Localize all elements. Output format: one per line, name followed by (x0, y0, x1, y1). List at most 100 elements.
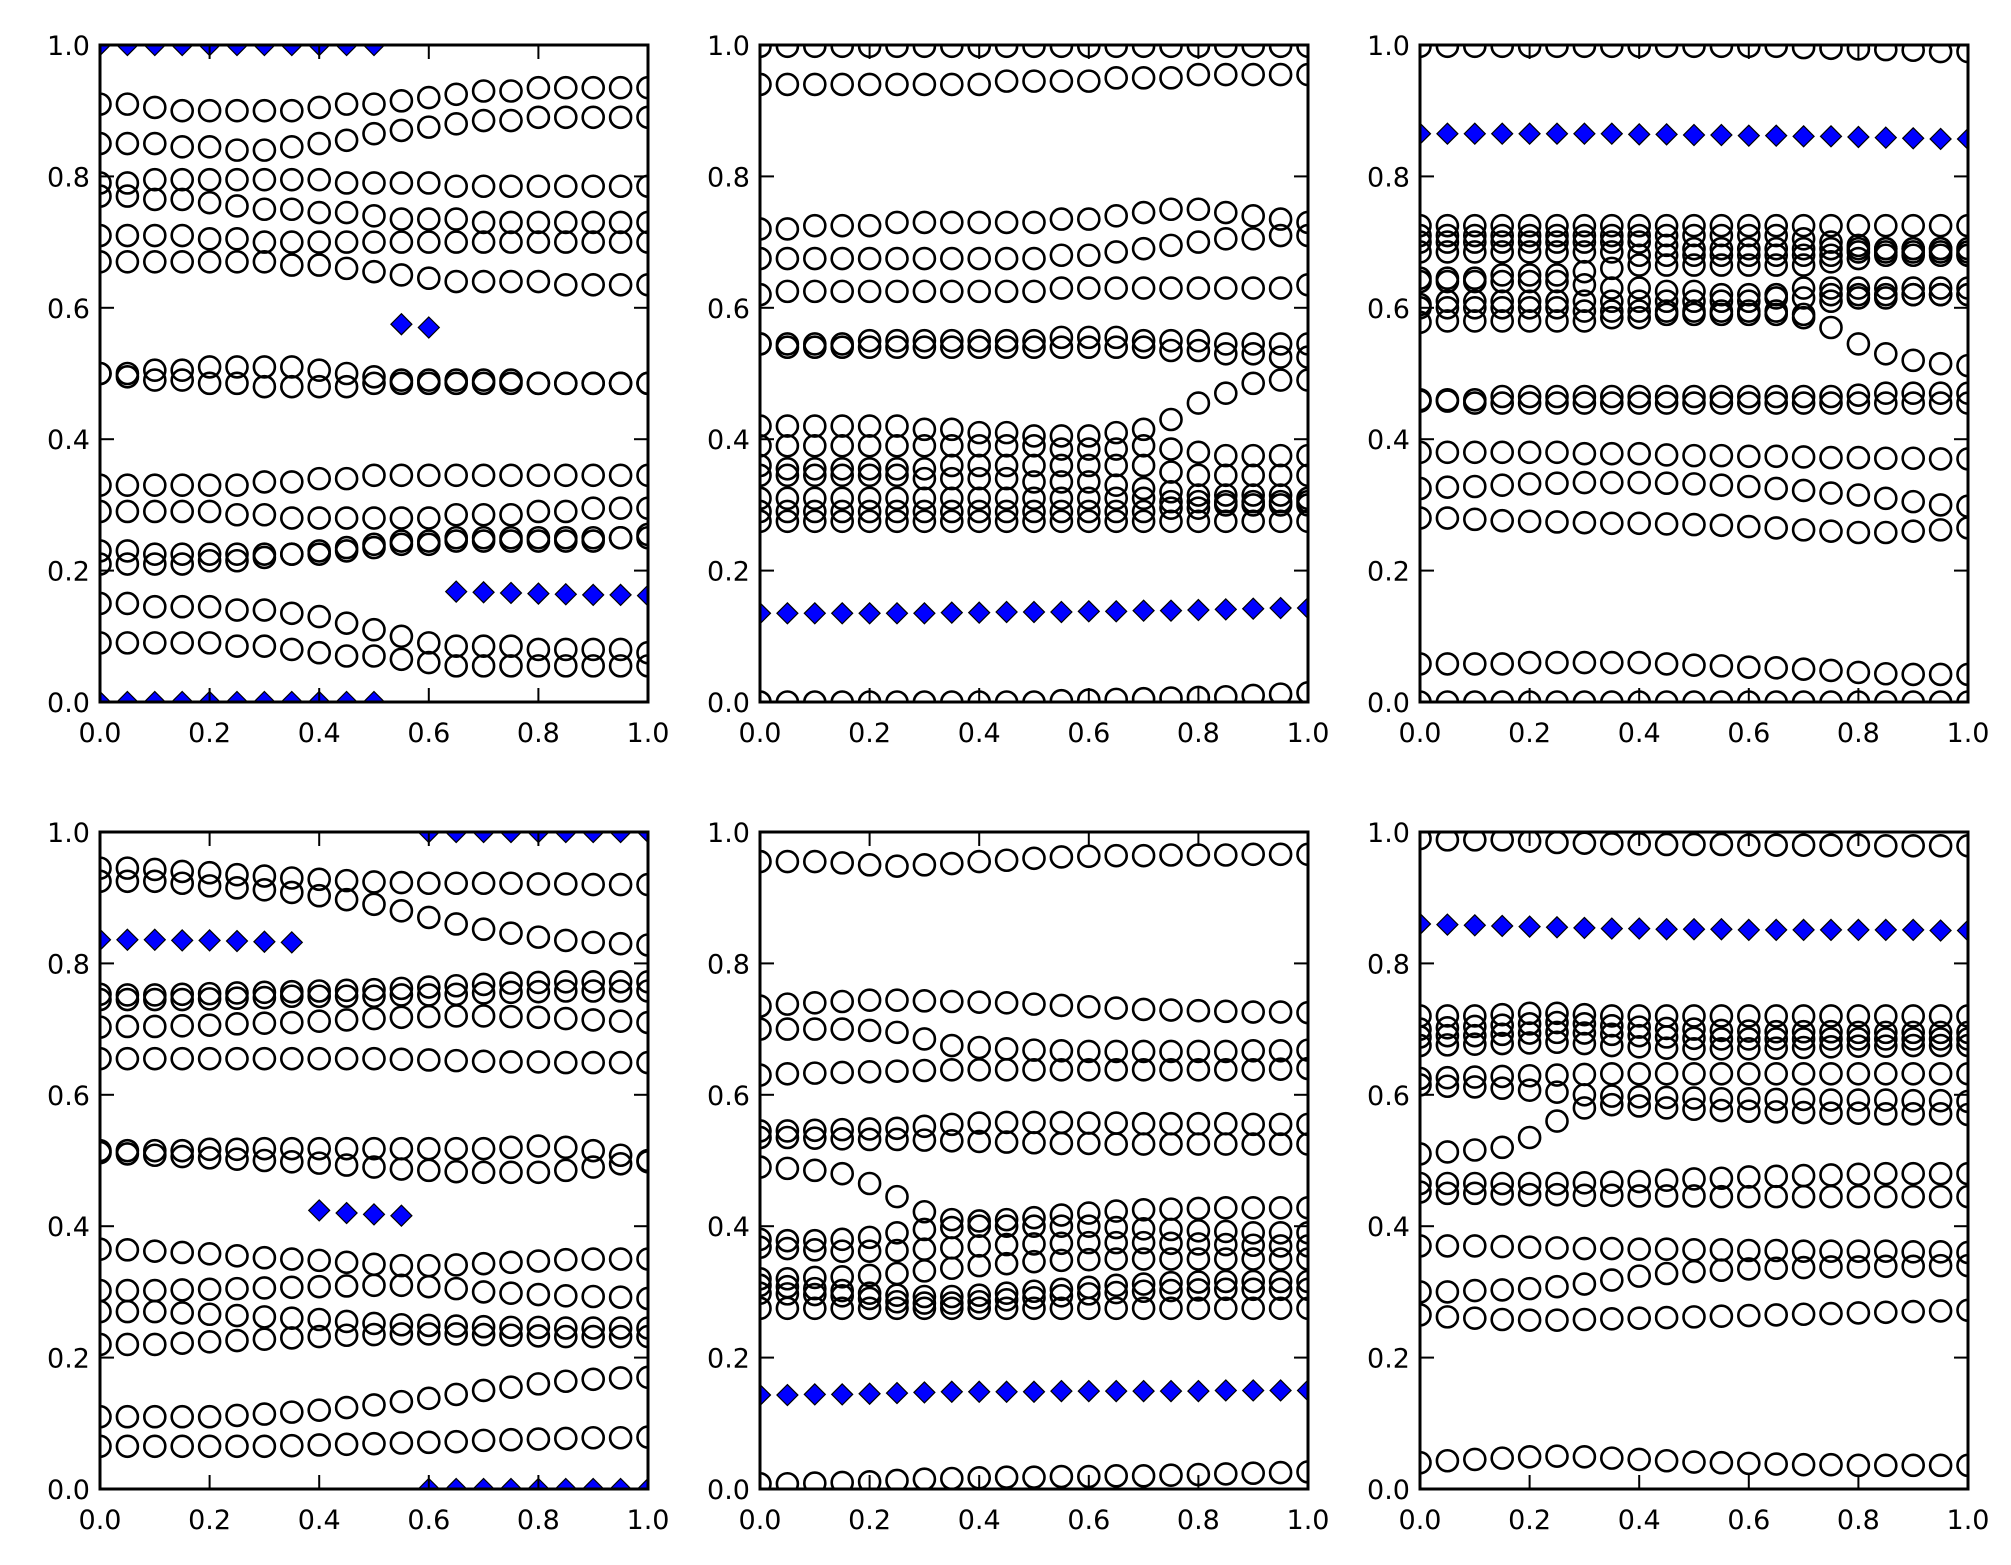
circle-point (170, 1404, 194, 1429)
circle-point (1791, 445, 1816, 469)
circle-point (416, 1430, 441, 1455)
circle-point (1077, 509, 1101, 534)
circle-point (1901, 1184, 1925, 1209)
circle-point (636, 872, 648, 897)
circle-point (1901, 833, 1925, 858)
y-tick-label: 0.6 (707, 1081, 750, 1112)
circle-point (499, 269, 523, 294)
circle-point (1104, 1058, 1128, 1082)
circle-point (197, 167, 222, 192)
circle-point (1956, 1453, 1968, 1478)
circle-point (830, 1161, 855, 1186)
circle-point (802, 279, 827, 304)
circle-point (1104, 1199, 1128, 1223)
circle-point (1022, 470, 1046, 494)
circle-point (1545, 832, 1569, 855)
circle-point (170, 1278, 194, 1302)
circle-point (1131, 1132, 1156, 1156)
circle-series-1 (760, 62, 1308, 97)
circle-point (1022, 1214, 1046, 1238)
diamond-point (1187, 598, 1210, 622)
circle-point (939, 328, 964, 353)
circle-point (1737, 213, 1761, 238)
circle-series-0 (760, 842, 1308, 878)
circle-point (802, 1118, 827, 1143)
y-tick-label: 0.6 (1367, 294, 1410, 325)
circle-point (471, 230, 496, 254)
circle-point (830, 486, 855, 511)
circle-point (334, 887, 359, 912)
circle-point (1709, 302, 1734, 327)
circle-point (1077, 276, 1101, 300)
circle-point (967, 1035, 992, 1060)
circle-point (252, 1046, 277, 1071)
circle-point (553, 230, 578, 254)
circle-point (1956, 391, 1968, 415)
circle-point (1517, 832, 1542, 853)
circle-point (967, 1209, 992, 1233)
circle-point (1627, 1061, 1651, 1086)
circle-point (967, 466, 992, 491)
circle-point (994, 1287, 1019, 1312)
circle-point (1049, 1058, 1074, 1082)
circle-point (1874, 286, 1898, 310)
circle-point (526, 1005, 551, 1030)
circle-point (307, 253, 332, 277)
circle-point (581, 654, 606, 678)
circle-point (499, 871, 523, 896)
circle-point (334, 230, 359, 254)
circle-point (608, 1143, 633, 1168)
circle-point (1022, 1205, 1046, 1230)
circle-point (1296, 493, 1308, 517)
diamond-point (830, 1383, 854, 1406)
circle-point (830, 456, 855, 481)
diamond-point (280, 45, 304, 57)
circle-series-7 (760, 368, 1308, 448)
diamond-point (362, 690, 386, 702)
circle-point (143, 223, 167, 248)
circle-point (1104, 509, 1128, 534)
diamond-point (1655, 917, 1678, 941)
circle-point (1901, 276, 1925, 300)
circle-point (636, 371, 648, 396)
circle-point (1517, 230, 1542, 254)
circle-point (1435, 213, 1460, 238)
circle-point (1159, 66, 1183, 90)
circle-point (608, 496, 633, 520)
circle-point (1077, 453, 1101, 478)
circle-point (307, 1324, 332, 1349)
circle-point (1545, 391, 1569, 415)
circle-point (307, 542, 332, 566)
circle-point (1131, 486, 1156, 511)
circle-point (857, 1469, 882, 1489)
circle-point (279, 542, 304, 566)
circle-point (939, 72, 964, 97)
axes-frame (98, 830, 650, 1491)
circle-point (1077, 1247, 1101, 1272)
x-tick-label: 0.6 (407, 1505, 450, 1536)
circle-point (1490, 473, 1514, 497)
circle-point (225, 1276, 249, 1301)
circle-series-13 (100, 631, 648, 678)
circle-point (115, 131, 140, 156)
circle-point (252, 878, 277, 902)
diamond-series-0 (760, 596, 1308, 625)
circle-point (1764, 1100, 1788, 1124)
circle-point (100, 184, 112, 208)
circle-point (1104, 204, 1128, 228)
diamond-point (170, 690, 194, 702)
circle-point (775, 1266, 800, 1291)
circle-point (1490, 1171, 1514, 1196)
circle-point (939, 433, 964, 458)
circle-point (553, 1284, 578, 1308)
circle-point (1956, 1184, 1968, 1209)
circle-point (636, 933, 648, 957)
circle-point (252, 230, 277, 254)
circle-point (1049, 207, 1074, 231)
circle-series-13 (1420, 470, 1968, 519)
circle-point (499, 1004, 523, 1029)
circle-point (1764, 1238, 1788, 1263)
circle-point (1241, 842, 1265, 867)
circle-point (1764, 1256, 1788, 1281)
circle-point (967, 420, 992, 445)
